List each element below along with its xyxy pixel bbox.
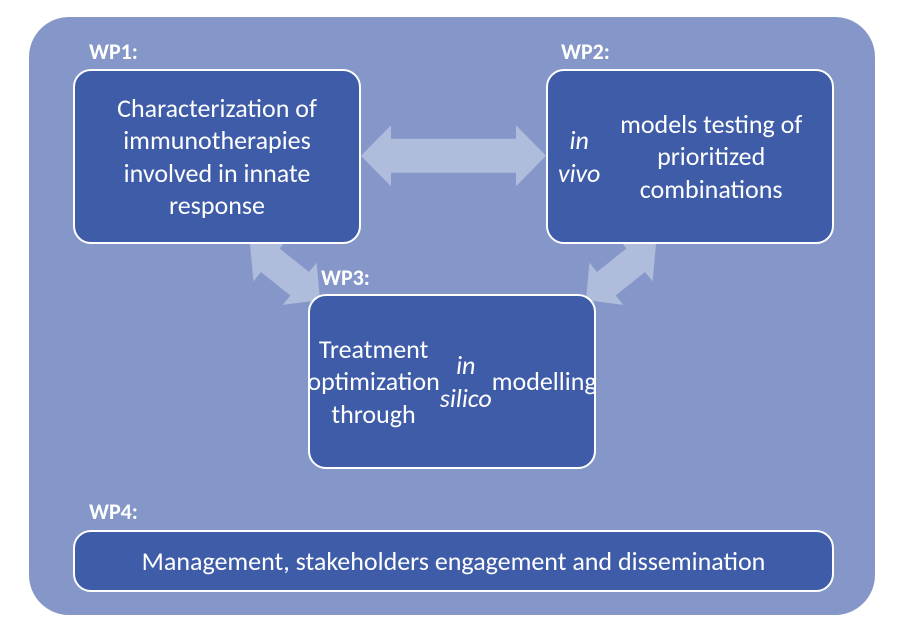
wp4-label: WP4:: [89, 498, 138, 525]
wp1-label: WP1:: [89, 38, 138, 65]
wp2-box: in vivo models testing of prioritized co…: [546, 69, 834, 244]
arrow-wp1-wp2: [361, 115, 546, 197]
wp4-box: Management, stakeholders engagement and …: [73, 530, 834, 592]
diagram-canvas: WP1: WP2: WP3: WP4: Characterization of …: [0, 0, 903, 631]
wp3-box: Treatment optimization through in silico…: [308, 294, 596, 469]
wp2-label: WP2:: [561, 38, 610, 65]
wp1-box: Characterization of immunotherapies invo…: [73, 69, 361, 244]
